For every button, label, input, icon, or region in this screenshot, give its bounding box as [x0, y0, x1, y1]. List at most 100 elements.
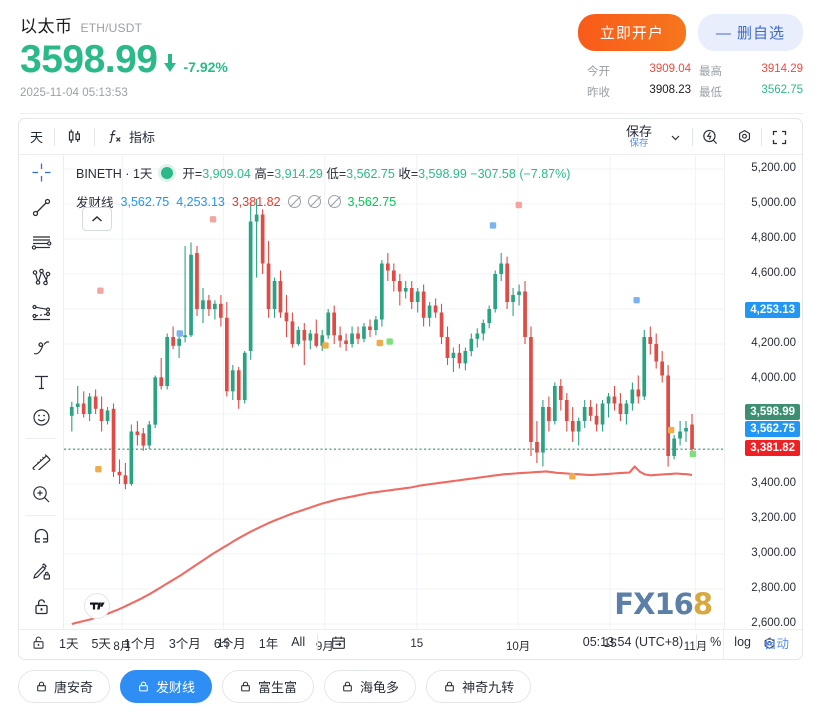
strategy-tab-4[interactable]: 神奇九转 — [426, 670, 532, 703]
time-tick-6: 11月 — [684, 638, 707, 654]
crosshair-icon[interactable] — [19, 155, 64, 190]
chart-bottom-bar: 1天 5天 1个月 3个月 6个月 1年 All 05:13:54 (UTC+8… — [18, 623, 803, 661]
legend-high-label: 高= — [254, 167, 275, 181]
pattern-icon[interactable] — [19, 295, 64, 330]
legend-indicator-row: 发财线 3,562.75 4,253.13 3,381.82 3,562.75 — [76, 192, 570, 211]
fx168-watermark: FX168 — [614, 587, 713, 621]
ruler-icon[interactable] — [19, 442, 64, 477]
fullscreen-icon[interactable] — [762, 119, 796, 155]
zoom-in-icon[interactable] — [19, 477, 64, 512]
toolbar-divider-3 — [692, 128, 693, 146]
candlestick-canvas — [64, 155, 724, 629]
time-tick-0: 8月 — [113, 641, 132, 653]
chevron-down-icon[interactable] — [658, 119, 692, 155]
legend-low-label: 低= — [326, 167, 347, 181]
range-1d[interactable]: 1天 — [59, 636, 79, 651]
legend-primary-row: BINETH · 1天 开=3,909.04 高=3,914.29 低=3,56… — [76, 163, 570, 182]
unlock-icon[interactable] — [19, 589, 64, 624]
price-tick-260000: 2,600.00 — [751, 617, 796, 629]
chart-type-button[interactable] — [55, 119, 94, 155]
indicator-value-1: 3,562.75 — [120, 194, 170, 209]
fib-lines-icon[interactable] — [19, 225, 64, 260]
symbol-name: 以太币 — [20, 17, 73, 36]
save-sub-label: 保存 — [629, 137, 649, 149]
strategy-tab-1[interactable]: 发财线 — [120, 670, 213, 703]
calendar-icon[interactable] — [330, 634, 347, 651]
time-tick-2: 9月 — [315, 641, 334, 653]
arrow-down-icon — [164, 54, 177, 74]
drawing-toolbar — [19, 155, 64, 629]
chart-settings-icon[interactable] — [761, 636, 778, 653]
text-icon[interactable] — [19, 365, 64, 400]
price-tick-300000: 3,000.00 — [751, 547, 796, 559]
stat-label-high: 最高 — [699, 66, 722, 78]
price-tag-1: 3,598.99 — [745, 404, 800, 420]
collapse-legend-button[interactable] — [82, 207, 112, 231]
quote-stats: 今开 3909.04 最高 3914.29 昨收 3908.23 最低 3562… — [531, 63, 803, 100]
brush-icon[interactable] — [19, 330, 64, 365]
price-tag-0: 4,253.13 — [745, 302, 800, 318]
strategy-tab-0[interactable]: 唐安奇 — [18, 670, 111, 703]
price-tick-480000: 4,800.00 — [751, 232, 796, 244]
strategy-tab-3[interactable]: 海龟多 — [324, 670, 417, 703]
strategy-tab-label-1: 发财线 — [156, 680, 196, 695]
chart-body: BINETH · 1天 开=3,909.04 高=3,914.29 低=3,56… — [19, 155, 802, 629]
remove-watchlist-button[interactable]: — 删自选 — [697, 14, 803, 51]
lock-icon — [35, 680, 48, 693]
strategy-tabs: 唐安奇 发财线 富生富 海龟多 — [18, 670, 532, 703]
percent-scale-toggle[interactable]: % — [710, 635, 722, 649]
auto-scale-toggle[interactable]: 自动 — [763, 636, 789, 651]
replay-icon[interactable] — [693, 119, 727, 155]
indicators-label: 指标 — [129, 130, 156, 145]
price-tick-340000: 3,400.00 — [751, 477, 796, 489]
log-scale-toggle[interactable]: log — [734, 635, 751, 649]
legend-status-dot — [161, 166, 174, 179]
indicator-name: 发财线 — [76, 196, 114, 210]
range-all[interactable]: All — [291, 635, 306, 649]
save-button[interactable]: 保存 保存 — [620, 125, 658, 149]
range-1y[interactable]: 1年 — [258, 636, 279, 651]
time-scale[interactable]: 8月 15 9月 15 10月 15 11月 — [19, 629, 802, 659]
time-tick-1: 15 — [217, 638, 230, 650]
bottom-bar-left: 1天 5天 1个月 3个月 6个月 1年 All — [18, 633, 347, 652]
chart-plot-area[interactable]: BINETH · 1天 开=3,909.04 高=3,914.29 低=3,56… — [64, 155, 724, 629]
open-account-button[interactable]: 立即开户 — [577, 14, 686, 51]
price-tag-3: 3,381.82 — [745, 440, 800, 456]
trend-line-icon[interactable] — [19, 190, 64, 225]
magnet-icon[interactable] — [19, 519, 64, 554]
tradingview-logo — [84, 593, 110, 619]
stat-value-high: 3914.29 — [761, 63, 803, 75]
lock-drawings-icon[interactable] — [19, 554, 64, 589]
strategy-tab-2[interactable]: 富生富 — [222, 670, 315, 703]
indicators-button[interactable]: 指标 — [95, 119, 166, 155]
legend-close-value: 3,598.99 — [418, 167, 467, 181]
interval-label: 天 — [30, 130, 44, 145]
indicator-value-3: 3,381.82 — [231, 194, 281, 209]
range-3m[interactable]: 3个月 — [168, 636, 201, 651]
time-scale-divider — [723, 630, 724, 659]
lock-icon — [137, 680, 150, 693]
range-1m[interactable]: 1个月 — [123, 636, 156, 651]
strategy-tab-label-3: 海龟多 — [360, 680, 400, 695]
pitchfork-icon[interactable] — [19, 260, 64, 295]
range-5d[interactable]: 5天 — [91, 636, 111, 651]
unlock-icon[interactable] — [30, 634, 47, 651]
price-tick-320000: 3,200.00 — [751, 512, 796, 524]
stat-label-low: 最低 — [699, 87, 722, 99]
interval-selector[interactable]: 天 — [19, 119, 54, 155]
header-button-row: 立即开户 — 删自选 — [531, 14, 803, 51]
range-selector: 1天 5天 1个月 3个月 6个月 1年 All — [59, 633, 305, 652]
gear-icon[interactable] — [727, 119, 761, 155]
price-tick-460000: 4,600.00 — [751, 267, 796, 279]
price-scale[interactable]: 5,200.005,000.004,800.004,600.004,400.00… — [724, 155, 802, 629]
range-6m[interactable]: 6个月 — [213, 636, 246, 651]
legend-open-value: 3,909.04 — [202, 167, 251, 181]
strategy-tab-label-4: 神奇九转 — [462, 680, 515, 695]
watermark-gold: 8 — [692, 587, 713, 621]
emoji-icon[interactable] — [19, 400, 64, 435]
indicator-value-2: 4,253.13 — [176, 194, 225, 209]
stat-value-open: 3909.04 — [649, 63, 691, 75]
legend-ohlc: 开=3,909.04 高=3,914.29 低=3,562.75 收=3,598… — [182, 163, 570, 182]
null-value-icon-3 — [327, 195, 341, 208]
legend-close-label: 收= — [398, 167, 419, 181]
